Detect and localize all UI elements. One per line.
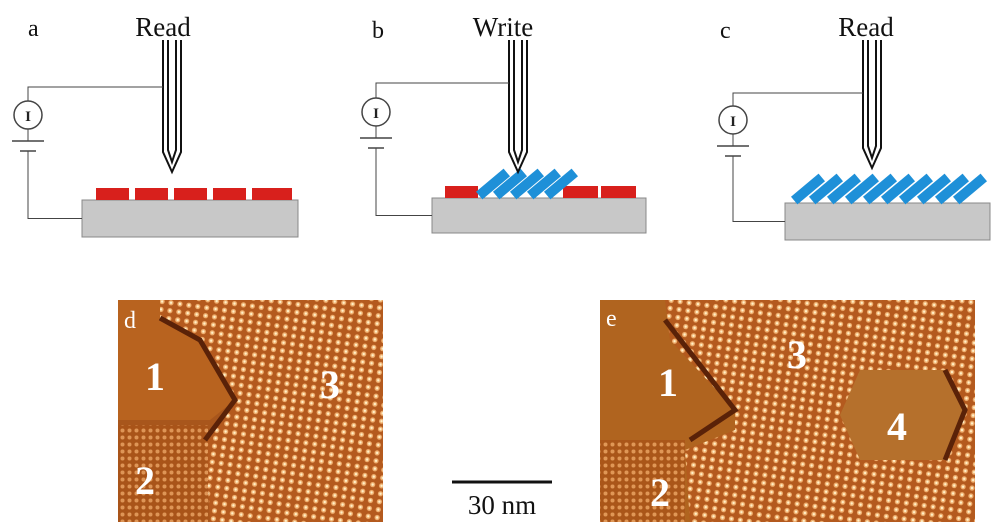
molecule-red <box>96 188 129 200</box>
wire <box>376 148 432 216</box>
substrate <box>82 200 298 237</box>
wire <box>733 93 863 106</box>
region-number: 1 <box>658 360 678 405</box>
panel-title: Read <box>135 12 191 42</box>
wire <box>376 83 509 98</box>
panel-label: c <box>720 18 731 44</box>
stm-tip <box>163 40 181 172</box>
wire <box>28 87 163 101</box>
molecule-red <box>213 188 246 200</box>
region-number: 3 <box>320 362 340 407</box>
region-number: 2 <box>135 458 155 503</box>
meter-label: I <box>373 106 379 122</box>
wire <box>28 151 82 219</box>
molecule-red <box>601 186 636 198</box>
stm-tip <box>509 40 527 172</box>
molecule-red <box>174 188 207 200</box>
panel-label: a <box>28 16 39 42</box>
molecule-red <box>135 188 168 200</box>
substrate <box>432 198 646 233</box>
image-label: d <box>124 308 136 334</box>
region-number: 4 <box>887 404 907 449</box>
molecule-red <box>563 186 598 198</box>
panel-title: Write <box>473 12 533 42</box>
stm-image-d <box>118 300 383 522</box>
wire <box>733 156 785 222</box>
panel-title: Read <box>838 12 894 42</box>
molecule-red <box>445 186 478 198</box>
meter-label: I <box>25 109 31 125</box>
image-label: e <box>606 306 617 332</box>
region-number: 1 <box>145 354 165 399</box>
region-number: 2 <box>650 470 670 515</box>
diagrams <box>12 40 990 240</box>
scale-bar-label: 30 nm <box>468 490 536 520</box>
region-number: 3 <box>787 332 807 377</box>
panel-label: b <box>372 18 384 44</box>
stm-tip <box>863 40 881 168</box>
substrate <box>785 203 990 240</box>
figure: a Read b Write c Read I I I d 1 3 2 e 1 … <box>0 0 991 522</box>
molecule-red <box>252 188 292 200</box>
meter-label: I <box>730 114 736 130</box>
